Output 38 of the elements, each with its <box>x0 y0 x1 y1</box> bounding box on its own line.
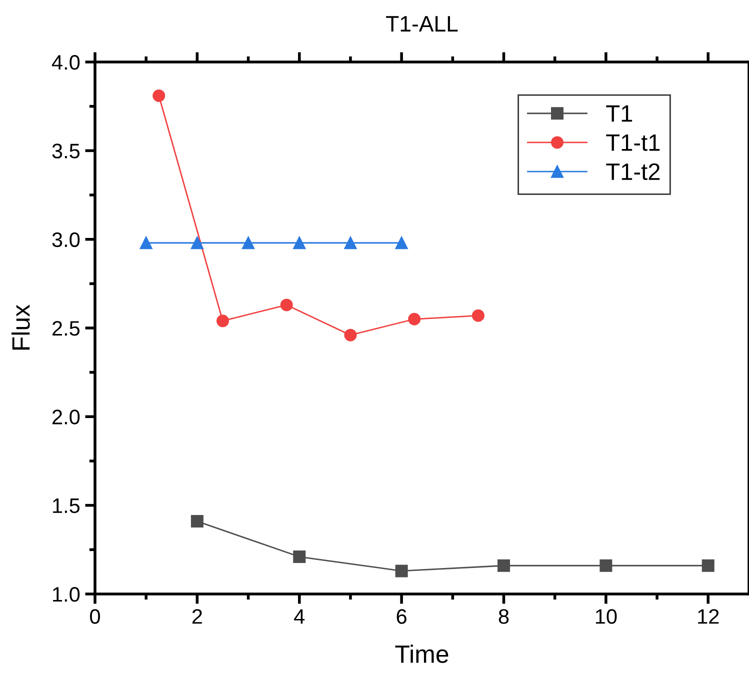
legend-label: T1-t1 <box>606 134 660 151</box>
y-tick-label: 3.0 <box>52 232 80 248</box>
y-tick-label: 3.5 <box>52 144 80 158</box>
x-tick-label: 0 <box>90 609 100 624</box>
point <box>152 89 166 102</box>
y-tick-label: 4.0 <box>52 55 80 70</box>
point <box>190 515 204 528</box>
point <box>216 314 229 328</box>
x-tick-label: 4 <box>294 609 305 624</box>
y-tick-label: 2.5 <box>52 321 80 336</box>
y-axis-title: Flux <box>11 304 30 350</box>
chart-title: T1-ALL <box>386 16 458 32</box>
point <box>600 559 612 572</box>
point <box>242 236 255 250</box>
point <box>498 559 510 572</box>
point <box>140 236 152 250</box>
x-tick-label: 2 <box>192 609 202 624</box>
point <box>395 236 408 250</box>
point <box>395 564 408 578</box>
point <box>344 236 357 250</box>
point <box>472 309 484 322</box>
x-tick-label: 6 <box>396 609 406 624</box>
point <box>293 550 306 564</box>
point <box>344 328 357 342</box>
legend-label: T1-t2 <box>606 163 660 180</box>
x-tick-label: 10 <box>596 609 617 624</box>
point <box>293 236 306 250</box>
x-tick-label: 12 <box>698 609 719 624</box>
point <box>280 298 293 312</box>
y-tick-label: 2.0 <box>52 410 80 424</box>
legend-label: T1 <box>606 105 632 122</box>
x-axis-title: Time <box>395 644 448 664</box>
y-tick-label: 1.5 <box>53 498 80 514</box>
point <box>190 236 204 250</box>
point <box>408 312 421 326</box>
x-tick-label: 8 <box>498 609 509 624</box>
point <box>702 559 714 572</box>
y-tick-label: 1.0 <box>53 587 80 602</box>
